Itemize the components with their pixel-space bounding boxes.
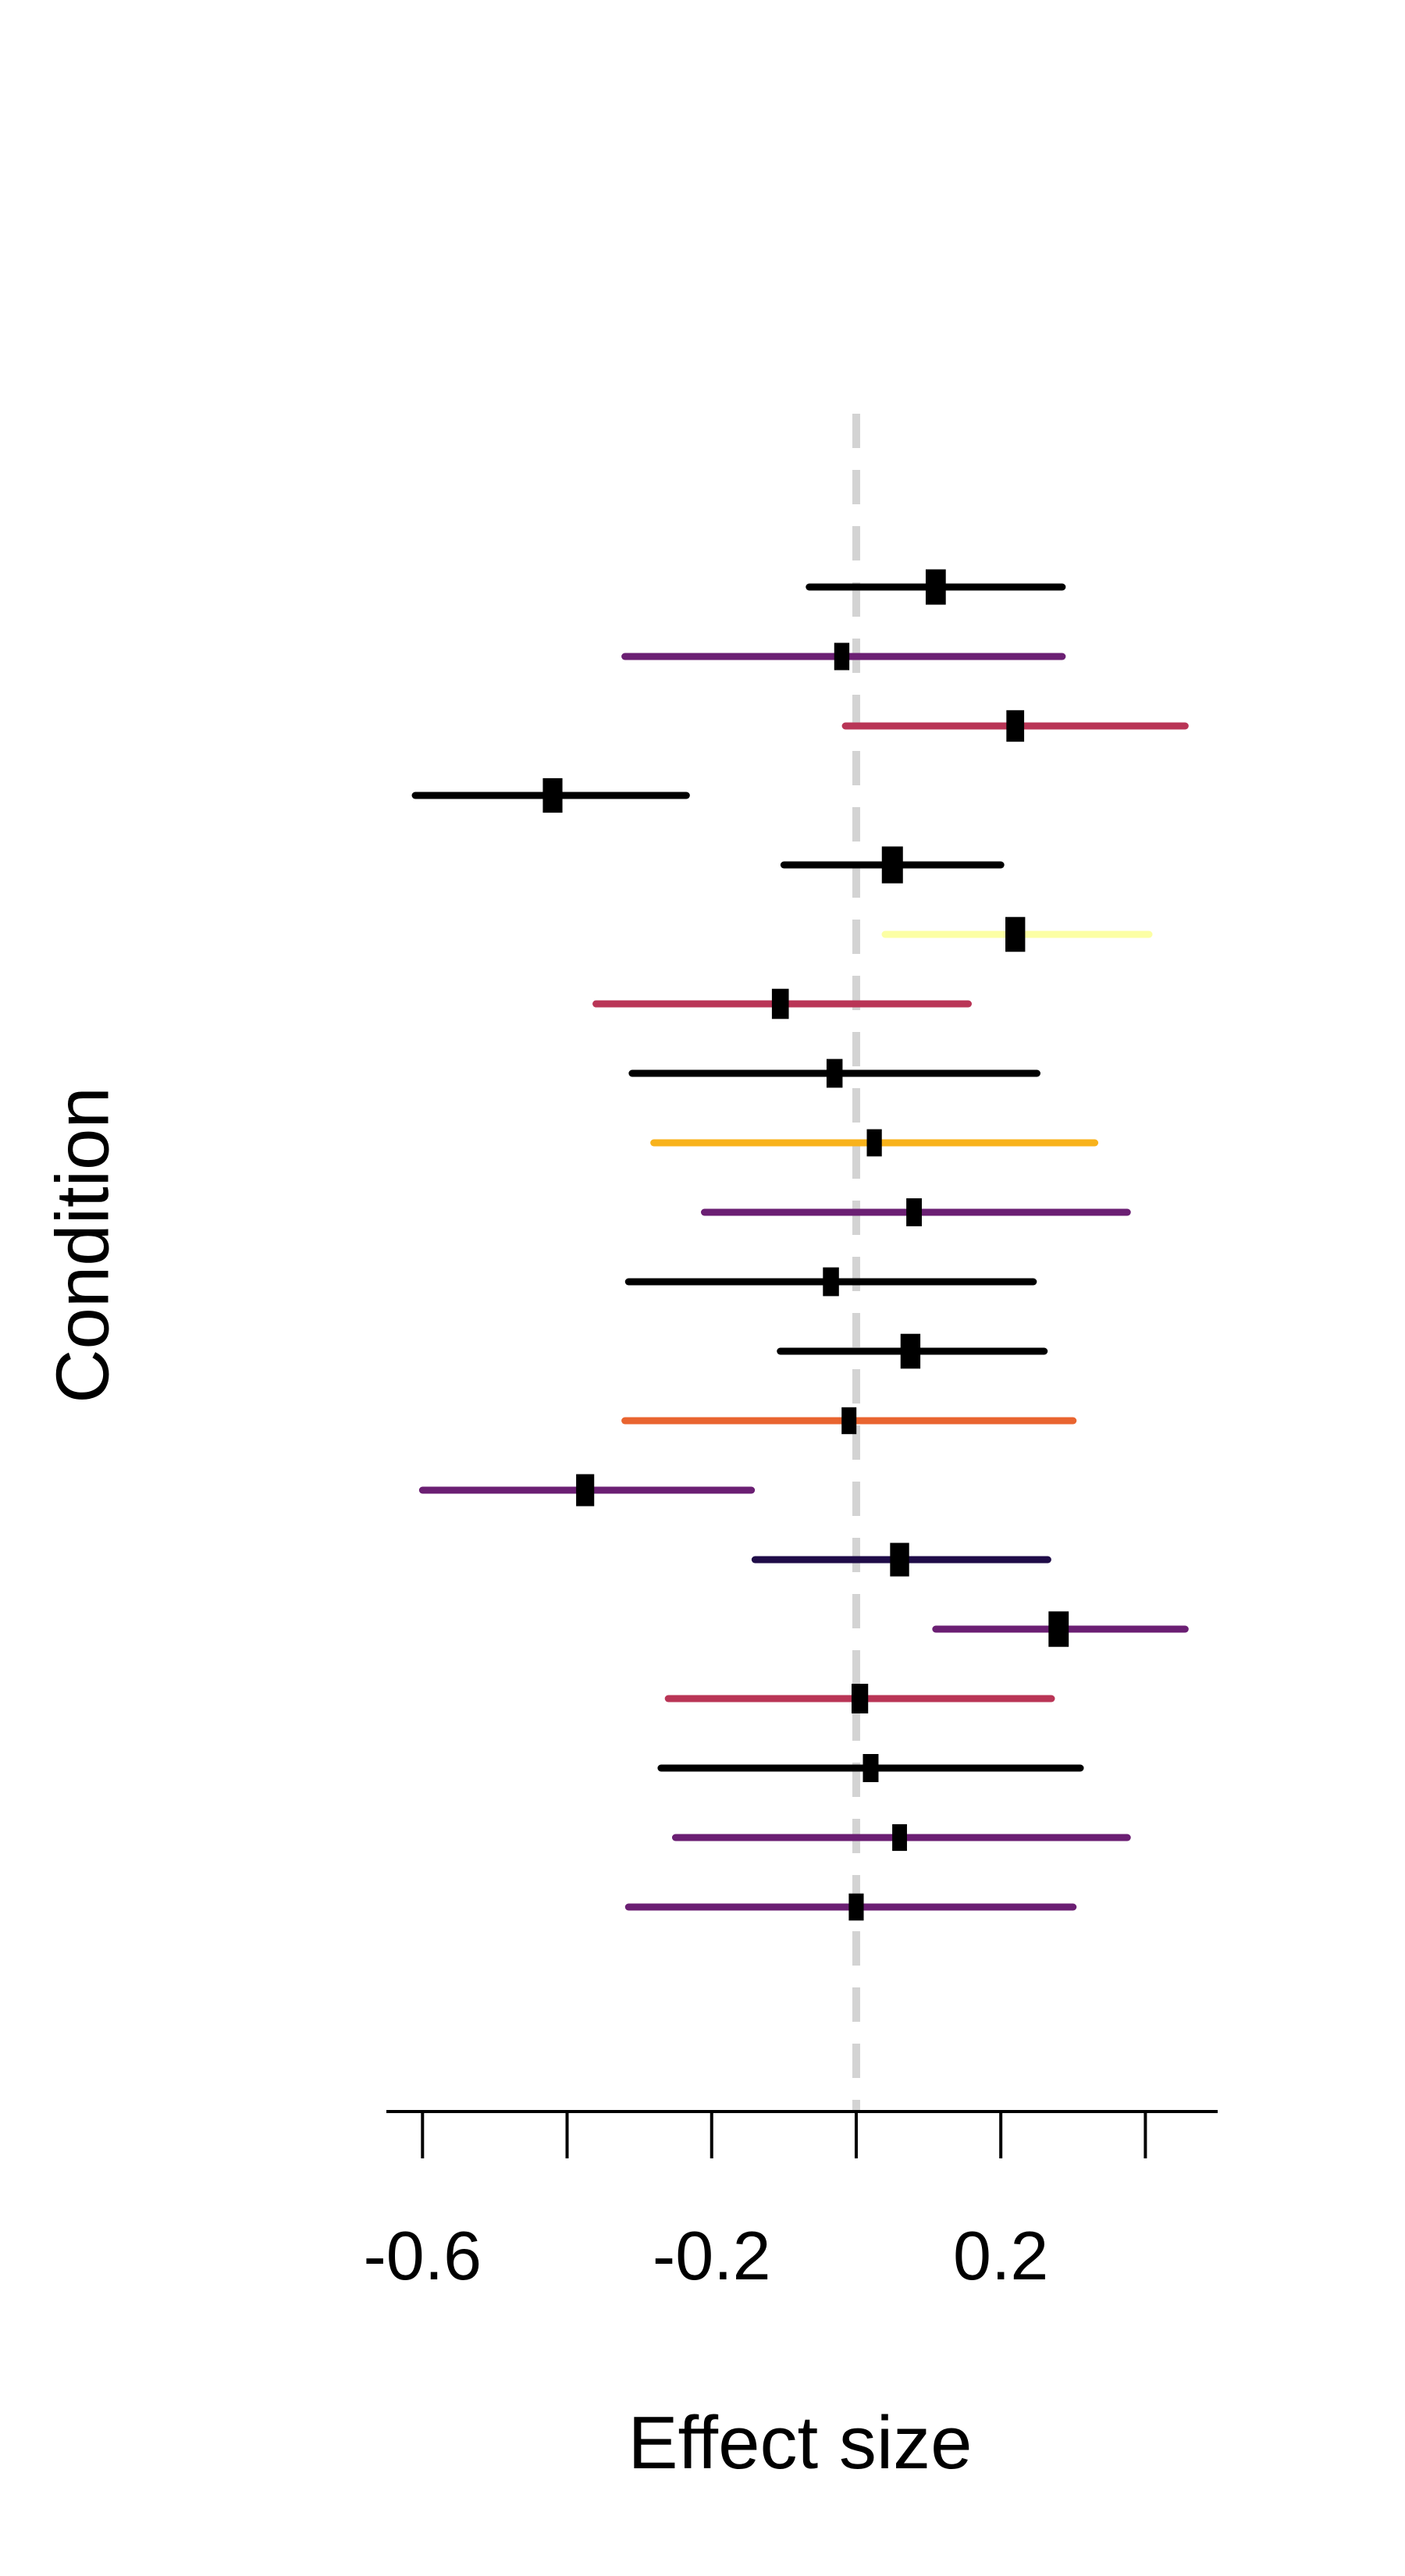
estimate-9 (866, 1129, 882, 1157)
x-axis-title: Effect size (628, 2401, 972, 2485)
estimate-5 (881, 846, 903, 884)
estimate-20 (848, 1893, 864, 1921)
x-axis: -0.6 -0.2 0.2 (363, 2110, 1218, 2294)
estimate-18 (863, 1754, 879, 1782)
estimate-1 (925, 569, 946, 605)
estimate-6 (1005, 916, 1026, 952)
estimate-10 (906, 1198, 922, 1226)
estimate-17 (851, 1684, 869, 1713)
estimate-14 (576, 1474, 595, 1507)
y-axis-title: Condition (41, 1087, 125, 1404)
estimate-16 (1048, 1611, 1069, 1647)
estimate-11 (823, 1267, 839, 1297)
estimate-2 (834, 642, 850, 671)
estimate-8 (826, 1059, 843, 1088)
estimate-19 (892, 1823, 907, 1852)
estimate-7 (771, 988, 789, 1019)
point-estimates-layer (542, 569, 1069, 1921)
estimate-13 (841, 1407, 857, 1435)
x-tick-label-3: -0.2 (653, 2217, 771, 2294)
estimate-12 (900, 1333, 921, 1369)
confidence-intervals-layer (411, 583, 1189, 1911)
estimate-4 (542, 777, 563, 813)
x-tick-label-5: 0.2 (953, 2217, 1048, 2294)
x-tick-label-1: -0.6 (363, 2217, 482, 2294)
estimate-15 (890, 1542, 909, 1577)
estimate-3 (1006, 710, 1025, 742)
